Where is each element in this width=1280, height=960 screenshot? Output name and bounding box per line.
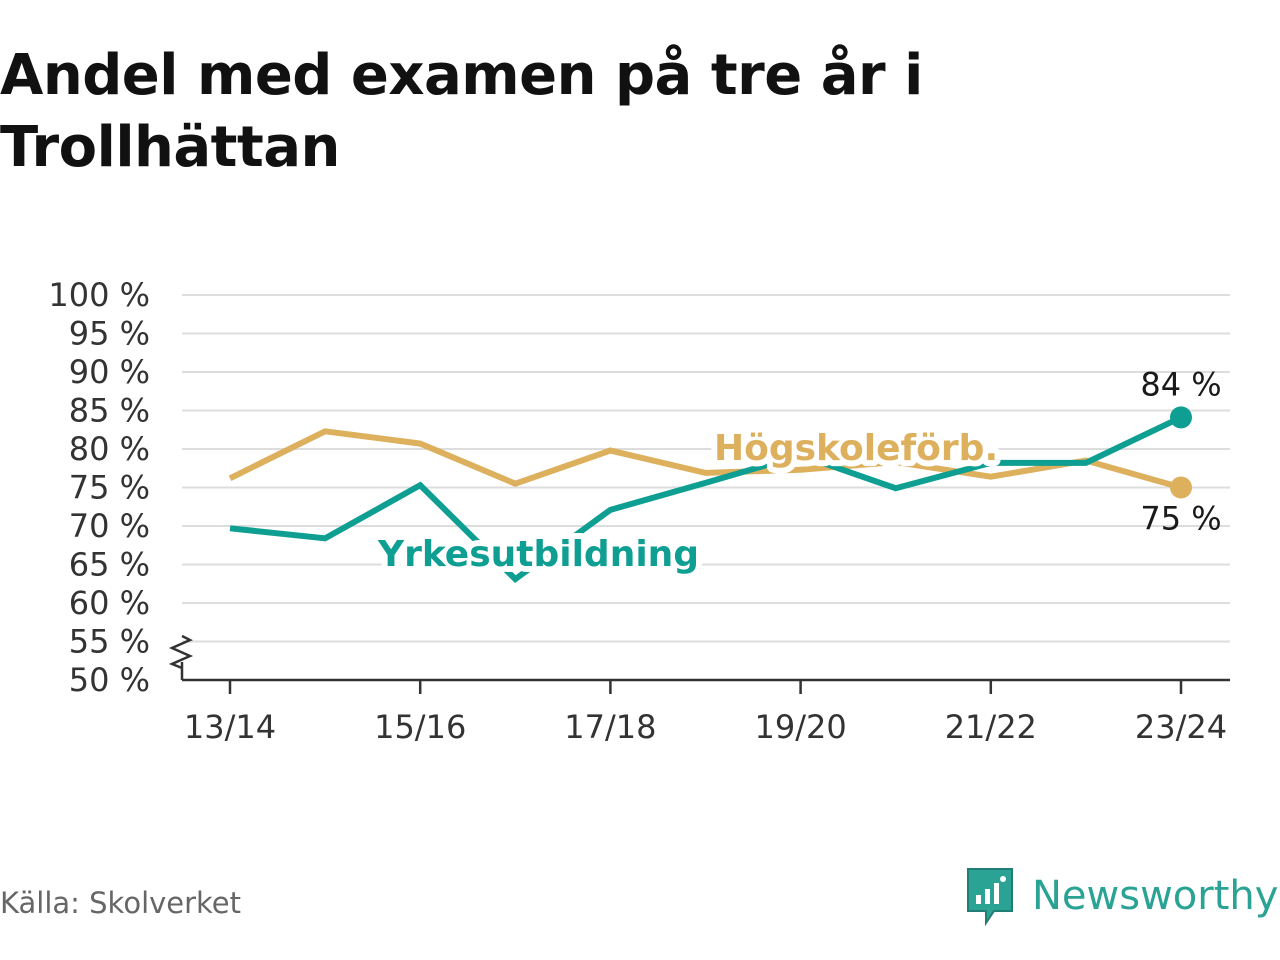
end-point xyxy=(1170,476,1192,499)
end-value-label: 84 % xyxy=(1140,365,1221,403)
series-label-yrkesutbildning: Yrkesutbildning xyxy=(377,534,699,575)
y-tick-label: 70 % xyxy=(69,507,150,545)
y-tick-label: 65 % xyxy=(69,546,150,584)
end-point xyxy=(1170,406,1192,429)
x-tick-label: 15/16 xyxy=(374,708,466,746)
y-tick-label: 90 % xyxy=(69,353,150,391)
y-axis-ticks: 50 %55 %60 %65 %70 %75 %80 %85 %90 %95 %… xyxy=(48,276,150,699)
series-line xyxy=(229,414,1183,584)
chart-title: Andel med examen på tre år i Trollhättan xyxy=(0,43,923,180)
series-label-yrkesutbildning-halo: Yrkesutbildning xyxy=(377,534,699,575)
y-tick-label: 85 % xyxy=(69,392,150,430)
x-tick-label: 19/20 xyxy=(754,708,846,746)
x-axis-ticks: 13/14 15/16 17/18 19/20 21/22 23/24 xyxy=(184,680,1227,746)
y-tick-label: 60 % xyxy=(69,584,150,622)
series-line xyxy=(228,428,1182,491)
x-tick-label: 13/14 xyxy=(184,708,276,746)
newsworthy-logo[interactable]: Newsworthy xyxy=(964,864,1278,928)
x-tick-label: 23/24 xyxy=(1135,708,1227,746)
end-value-label: 75 % xyxy=(1140,500,1221,538)
x-axis xyxy=(168,634,1230,682)
series-labels: 84 %75 %Högskoleförb.Högskoleförb.Yrkesu… xyxy=(371,365,1222,581)
newsworthy-logo-icon xyxy=(967,868,1013,927)
series-label-hogskoleforb: Högskoleförb. xyxy=(714,428,998,469)
brand-name: Newsworthy xyxy=(1032,873,1279,919)
series-lines xyxy=(228,406,1192,584)
source-note: Källa: Skolverket xyxy=(0,886,242,920)
x-tick-label: 21/22 xyxy=(945,708,1037,746)
y-tick-label: 55 % xyxy=(69,623,150,661)
series-label-hogskoleforb-halo: Högskoleförb. xyxy=(714,428,998,469)
axis-break-icon xyxy=(168,634,194,670)
grid-lines xyxy=(182,294,1230,643)
y-tick-label: 95 % xyxy=(69,315,150,353)
y-tick-label: 50 % xyxy=(69,661,150,699)
y-tick-label: 80 % xyxy=(69,430,150,468)
x-tick-label: 17/18 xyxy=(564,708,656,746)
y-tick-label: 100 % xyxy=(48,276,150,314)
y-tick-label: 75 % xyxy=(69,469,150,507)
